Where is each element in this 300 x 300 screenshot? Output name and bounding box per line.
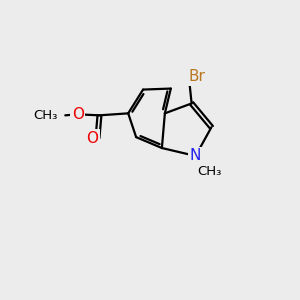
Text: Br: Br (188, 69, 205, 84)
Text: O: O (86, 130, 98, 146)
Text: N: N (190, 148, 201, 164)
Text: CH₃: CH₃ (197, 165, 222, 178)
Text: O: O (72, 107, 84, 122)
Text: CH₃: CH₃ (34, 109, 58, 122)
